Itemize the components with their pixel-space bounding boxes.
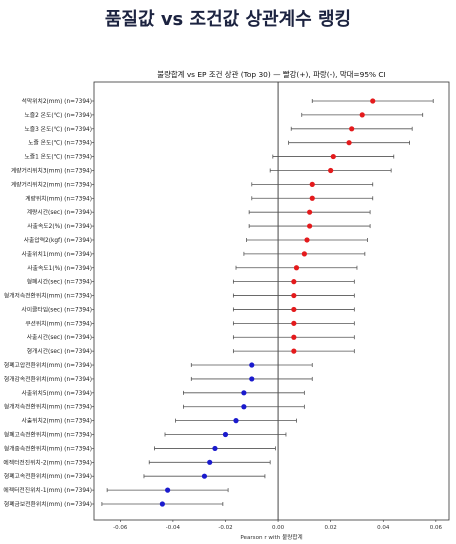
correlation-point [159,501,165,507]
correlation-point [241,404,247,410]
correlation-point [291,320,297,326]
y-tick-label: 에젝터전진위치-2(mm) (n=7394) [3,458,92,466]
y-tick-label: 사출위치5(mm) (n=7394) [22,389,93,397]
y-tick-label: 계량거리위치2(mm) (n=7394) [11,180,92,188]
y-tick-label: 노즐 온도(℃) (n=7394) [28,140,92,147]
y-tick-label: 계량시간(sec) (n=7394) [27,208,92,216]
y-tick-label: 형폐금보전환위치(mm) (n=7394) [4,500,92,508]
x-tick-label: 0.04 [377,525,390,531]
correlation-point [233,418,239,424]
y-tick-label: 사출위치2(mm) (n=7394) [22,417,93,425]
y-tick-label: 노즐1 온도(℃) (n=7394) [24,154,92,161]
y-tick-label: 형개저속전환위치(mm) (n=7394) [4,403,92,411]
correlation-point [309,181,315,187]
correlation-point [349,126,355,132]
x-tick-label: 0.02 [325,525,337,531]
y-tick-label: 사출압력2(kgf) (n=7394) [24,236,92,244]
x-tick-label: -0.02 [218,525,232,531]
y-tick-label: 형개저속전환위치(mm) (n=7394) [4,292,92,300]
y-tick-label: 노즐3 온도(℃) (n=7394) [24,126,92,133]
y-tick-label: 형개감속전환위치(mm) (n=7394) [4,375,92,383]
x-tick-label: -0.04 [166,525,181,531]
correlation-point [307,209,313,215]
correlation-point [328,167,334,174]
page-title: 품질값 vs 조건값 상관계수 랭킹 [104,9,352,30]
correlation-point [370,98,376,104]
correlation-point [291,348,297,354]
correlation-point [222,431,229,438]
y-tick-label: 형개중속전환위치(mm) (n=7394) [4,444,92,452]
y-tick-label: 사출시간(sec) (n=7394) [27,333,92,341]
y-tick-label: 사이클타임(sec) (n=7394) [21,305,92,313]
correlation-point [301,251,307,257]
correlation-point [249,376,255,382]
y-tick-label: 계량위치(mm) (n=7394) [25,194,92,202]
y-tick-label: 형폐고속전환위치(mm) (n=7394) [4,472,92,480]
correlation-point [330,153,336,160]
correlation-point [201,473,208,479]
correlation-point [293,265,300,271]
y-tick-label: 쿠션위치(mm) (n=7394) [25,319,92,327]
correlation-point [291,306,297,313]
correlation-point [346,140,352,146]
y-tick-label: 형폐고압전환위치(mm) (n=7394) [4,361,92,369]
correlation-point [307,223,313,229]
y-tick-label: 형폐시간(sec) (n=7394) [27,278,92,286]
correlation-point [241,390,247,396]
correlation-point [291,279,297,285]
x-tick-label: 0.06 [430,525,443,531]
correlation-point [212,445,218,452]
chart-title: 불량합계 vs EP 조건 상관 (Top 30) — 빨강(+), 파랑(-)… [157,70,385,79]
correlation-point [165,487,171,493]
x-axis-label: Pearson r with 불량합계 [240,533,302,541]
correlation-point [291,292,297,299]
y-tick-label: 에젝터전진위치-1(mm) (n=7394) [3,486,92,494]
y-tick-label: 형폐고속전환위치(mm) (n=7394) [4,431,92,439]
y-tick-label: 형개시간(sec) (n=7394) [27,347,92,355]
y-tick-label: 계량거리위치3(mm) (n=7394) [11,166,92,174]
x-tick-label: 0.00 [272,525,285,531]
x-tick-label: -0.06 [113,525,128,531]
y-tick-label: 석막위치2(mm) (n=7394) [22,97,93,105]
y-tick-label: 사출속도1(%) (n=7394) [27,264,92,272]
y-tick-label: 사출위치1(mm) (n=7394) [22,250,93,258]
correlation-point [309,195,315,201]
correlation-point [304,237,310,243]
y-tick-label: 사출속도2(%) (n=7394) [27,222,92,230]
plot-frame [93,81,450,521]
y-tick-label: 노즐2 온도(℃) (n=7394) [24,112,92,119]
correlation-point [359,112,365,118]
correlation-point [207,459,213,465]
correlation-point [291,334,297,340]
correlation-point [249,362,255,368]
